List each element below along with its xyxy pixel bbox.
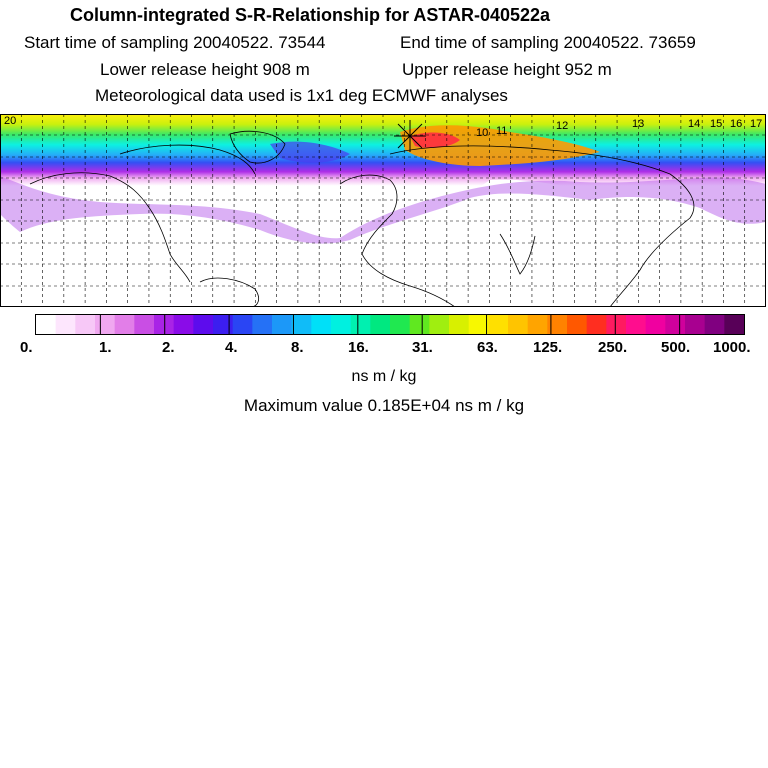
legend-color-cell [272,315,293,334]
legend-units: ns m / kg [351,368,417,385]
asia-coast [389,145,695,307]
legend-color-cell [291,315,312,334]
day-markers: 20 12 13 14 15 16 17 10 11 [4,115,762,139]
map-frame [0,114,766,307]
south-america-coast [199,277,260,307]
legend-color-cell [567,315,588,334]
start-time: Start time of sampling 20040522. 73544 [24,33,326,52]
legend-color-cell [193,315,214,334]
legend-color-bar [36,315,745,334]
day-marker: 17 [750,118,762,130]
legend-color-cell [311,315,332,334]
legend-color-cell [370,315,391,334]
legend-color-cell [390,315,411,334]
legend-color-cell [114,315,135,334]
grid-meridians [20,114,746,307]
legend-color-cell [173,315,194,334]
greenland-coast [229,130,286,164]
legend-color-cell [488,315,509,334]
legend-tick-label: 500. [661,339,691,356]
sensitivity-map: 20 12 13 14 15 16 17 10 11 [0,114,766,307]
day-marker: 15 [710,118,722,130]
legend-color-cell [586,315,607,334]
legend-color-cell [645,315,666,334]
upper-release-height: Upper release height 952 m [402,60,612,79]
legend-color-cell [75,315,96,334]
coastlines [29,130,695,307]
legend-color-cell [36,315,57,334]
legend-tick-label: 16. [348,339,369,356]
legend-tick-label: 0. [20,339,33,356]
day-marker: 11 [496,125,507,137]
day-marker: 16 [730,118,742,130]
lower-release-height: Lower release height 908 m [100,60,310,79]
legend-color-cell [429,315,450,334]
legend-color-cell [55,315,76,334]
legend-tick-label: 4. [225,339,238,356]
day-marker: 12 [556,120,568,132]
low-sensitivity-patch [270,141,350,163]
legend-color-cell [331,315,352,334]
legend-color-cell [232,315,253,334]
release-site-marker [394,120,426,152]
legend-color-cell [468,315,489,334]
legend-tick-label: 250. [598,339,628,356]
legend-color-cell [350,315,371,334]
color-legend [35,314,745,335]
legend-color-cell [508,315,529,334]
maximum-value: Maximum value 0.185E+04 ns m / kg [243,396,525,415]
legend-color-cell [685,315,706,334]
day-marker: 14 [688,118,700,130]
north-america-coast [29,144,256,283]
legend-tick-label: 1. [99,339,112,356]
legend-color-cell [527,315,548,334]
legend-color-cell [547,315,568,334]
legend-color-cell [252,315,273,334]
legend-color-cell [665,315,686,334]
day-marker: 10 [476,127,488,139]
day-marker: 13 [632,118,644,130]
legend-color-cell [449,315,470,334]
legend-color-cell [95,315,116,334]
end-time: End time of sampling 20040522. 73659 [400,33,696,52]
legend-frame [35,314,745,335]
europe-africa-coast [339,174,456,307]
legend-color-cell [409,315,430,334]
legend-color-cell [606,315,627,334]
legend-tick-label: 125. [533,339,563,356]
day-marker: 20 [4,115,16,127]
legend-tick-label: 63. [477,339,498,356]
legend-color-cell [134,315,155,334]
legend-color-cell [154,315,175,334]
legend-tick-label: 31. [412,339,433,356]
map-title: Column-integrated S-R-Relationship for A… [70,5,551,25]
legend-tick-label: 1000. [713,339,751,356]
legend-color-cell [626,315,647,334]
legend-color-cell [213,315,234,334]
legend-color-cell [704,315,725,334]
met-data-info: Meteorological data used is 1x1 deg ECMW… [95,86,508,105]
legend-tick-label: 8. [291,339,304,356]
legend-dividers [99,315,681,334]
legend-tick-label: 2. [162,339,175,356]
legend-color-cell [724,315,745,334]
